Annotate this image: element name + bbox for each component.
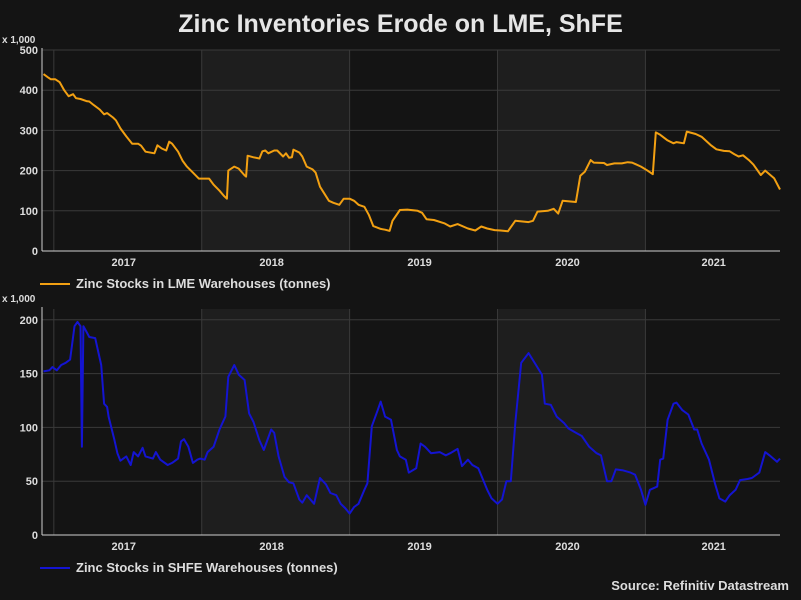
- legend-swatch-lme: [40, 282, 70, 285]
- y-tick-label: 300: [20, 125, 38, 137]
- legend-swatch-shfe: [40, 566, 70, 569]
- legend-label-shfe: Zinc Stocks in SHFE Warehouses (tonnes): [76, 560, 338, 575]
- x-tick-label: 2021: [701, 257, 725, 269]
- y-tick-label: 200: [20, 166, 38, 178]
- y-tick-label: 400: [20, 85, 38, 97]
- x-tick-label: 2017: [112, 257, 136, 269]
- series-line-lme: [42, 73, 781, 233]
- x-tick-label: 2020: [555, 541, 579, 553]
- legend-label-lme: Zinc Stocks in LME Warehouses (tonnes): [76, 276, 331, 291]
- x-tick-label: 2021: [701, 541, 725, 553]
- y-tick-label: 150: [20, 369, 38, 381]
- chart-title: Zinc Inventories Erode on LME, ShFE: [178, 10, 623, 38]
- unit-label: x 1,000: [2, 294, 36, 305]
- y-tick-label: 500: [20, 45, 38, 57]
- unit-label: x 1,000: [2, 35, 36, 46]
- y-tick-label: 0: [32, 246, 38, 258]
- x-tick-label: 2019: [407, 541, 431, 553]
- x-tick-label: 2017: [112, 541, 136, 553]
- legend-shfe: Zinc Stocks in SHFE Warehouses (tonnes): [40, 560, 338, 575]
- year-band-2020: [497, 50, 646, 251]
- y-tick-label: 0: [32, 530, 38, 542]
- y-tick-label: 100: [20, 422, 38, 434]
- y-tick-label: 200: [20, 315, 38, 327]
- year-band-2018: [201, 309, 350, 535]
- legend-lme: Zinc Stocks in LME Warehouses (tonnes): [40, 276, 331, 291]
- y-tick-label: 100: [20, 206, 38, 218]
- y-tick-label: 50: [26, 476, 38, 488]
- year-band-2020: [497, 309, 646, 535]
- series-line-shfe: [43, 320, 781, 515]
- x-tick-label: 2018: [259, 257, 283, 269]
- x-tick-label: 2019: [407, 257, 431, 269]
- x-tick-label: 2018: [259, 541, 283, 553]
- x-tick-label: 2020: [555, 257, 579, 269]
- source-note: Source: Refinitiv Datastream: [611, 578, 789, 593]
